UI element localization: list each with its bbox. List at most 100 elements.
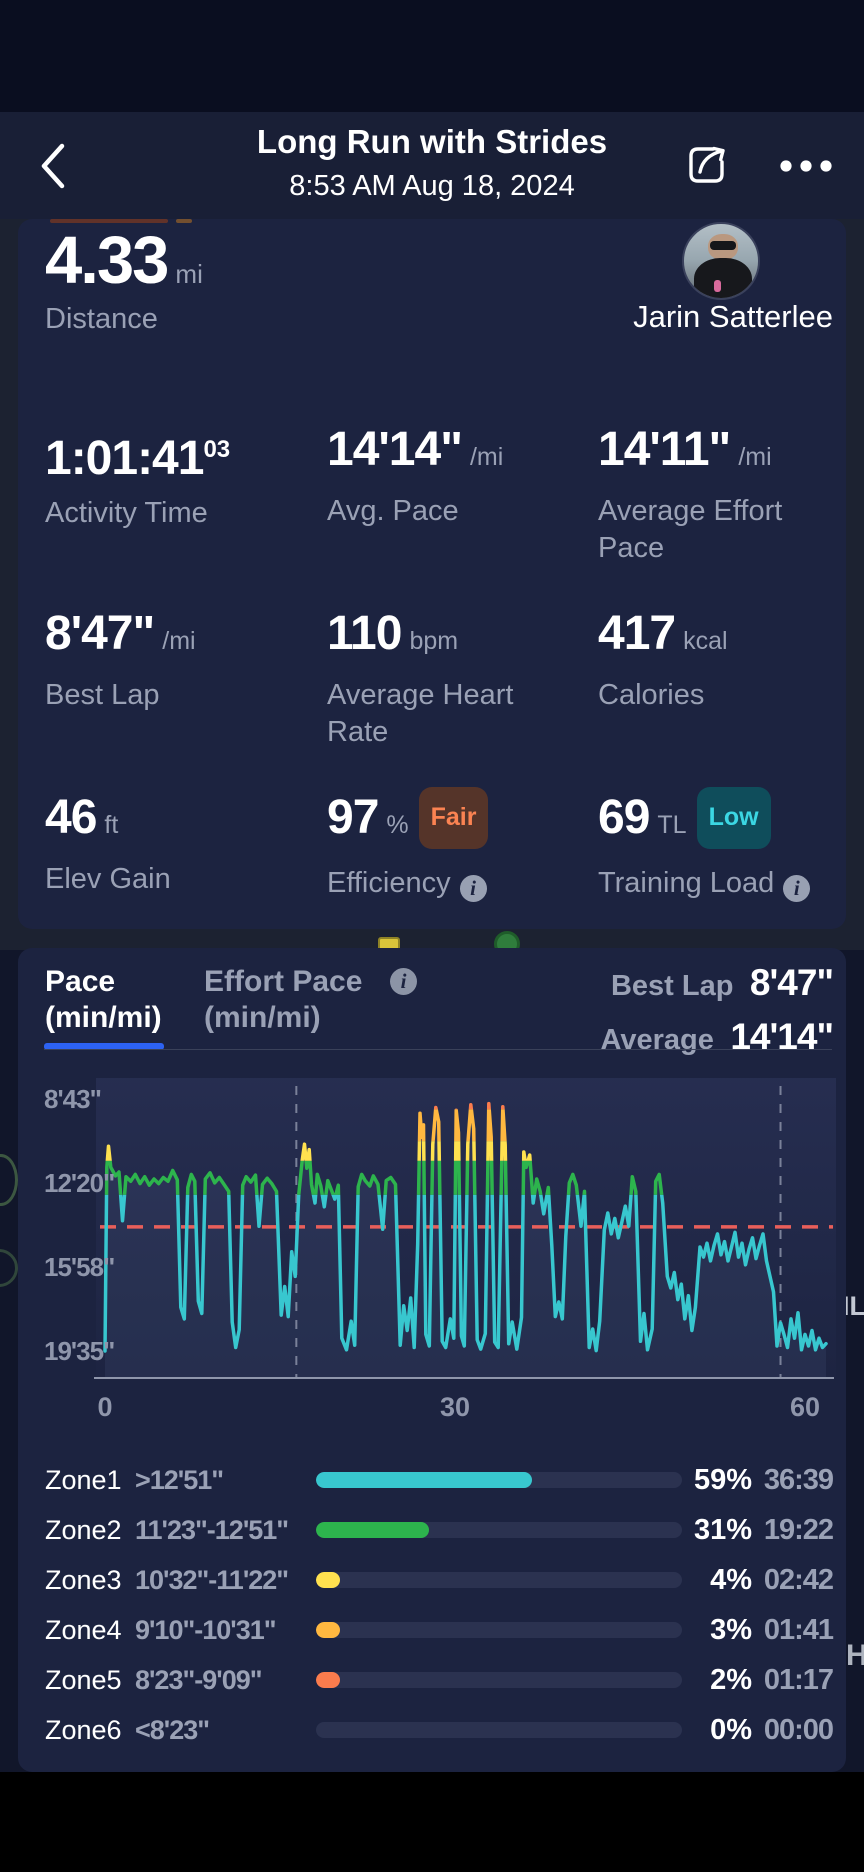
stat-average-effort-pace: 14'11"/mi Average Effort Pace	[598, 422, 833, 606]
effort-pace-info-icon[interactable]: i	[390, 968, 417, 995]
zone-percent: 2%	[710, 1663, 752, 1696]
stat-label: Avg. Pace	[327, 495, 459, 527]
stat-training-load: 69 TL Low Training Load i	[598, 787, 833, 974]
zone-pace-range: 11'23"-12'51"	[135, 1514, 289, 1545]
avatar-sunglasses	[710, 241, 736, 250]
tab-pace-label: Pace	[45, 965, 116, 998]
zone-row-zone5: Zone5 8'23"-9'09" 2% 01:17	[45, 1655, 834, 1705]
stat-label: Training Load	[598, 867, 775, 899]
more-menu-icon[interactable]	[778, 156, 834, 176]
map-road-decoration	[0, 1249, 18, 1287]
stat-label: Elev Gain	[45, 863, 171, 895]
zone-percent: 59%	[693, 1463, 752, 1496]
avatar-shirt	[694, 258, 752, 298]
tab-pace[interactable]: Pace (min/mi)	[45, 964, 162, 1036]
stat-unit: kcal	[683, 627, 728, 655]
svg-text:60: 60	[790, 1392, 820, 1422]
stat-unit: TL	[657, 811, 687, 839]
zone-percent: 3%	[710, 1613, 752, 1646]
zone-name: Zone5	[45, 1664, 122, 1695]
distance-value: 4.33	[45, 223, 169, 298]
stat-unit: bpm	[409, 627, 459, 655]
pace-zone-list: Zone1 >12'51" 59% 36:39 Zone2 11'23"-12'51" 31…	[45, 1455, 834, 1755]
map-label-fragment: H	[846, 1639, 864, 1672]
zone-name: Zone1	[45, 1464, 122, 1495]
zone-pace-range: <8'23"	[135, 1714, 210, 1745]
zone-pace-range: 9'10"-10'31"	[135, 1614, 277, 1645]
zone-percent: 0%	[710, 1713, 752, 1746]
best-lap-label: Best Lap	[610, 970, 734, 1002]
tab-effort-pace-label: Effort Pace	[204, 965, 363, 998]
zone-time: 19:22	[763, 1513, 834, 1546]
average-pace-value: 14'14"	[730, 1016, 834, 1057]
zone-name: Zone6	[45, 1714, 122, 1745]
back-button[interactable]	[36, 142, 70, 190]
avatar[interactable]	[682, 222, 760, 300]
pace-chart[interactable]: 8'43" 12'20" 15'58" 19'35" 0 30 60	[30, 1078, 840, 1423]
info-icon[interactable]: i	[459, 875, 487, 902]
zone-percent: 31%	[693, 1513, 752, 1546]
stat-activity-time: 1:01:4103 Activity Time	[45, 422, 327, 606]
bottom-letterbox	[0, 1772, 864, 1872]
page-title: Long Run with Strides	[256, 123, 608, 160]
zone-row-zone6: Zone6 <8'23" 0% 00:00	[45, 1705, 834, 1755]
stat-label: Average Effort Pace	[598, 495, 783, 564]
map-road-decoration	[0, 1154, 18, 1206]
athlete-name: Jarin Satterlee	[633, 299, 833, 334]
stat-average-heart-rate: 110 bpm Average Heart Rate	[327, 606, 598, 790]
svg-text:19'35": 19'35"	[44, 1336, 114, 1366]
active-tab-indicator	[44, 1043, 164, 1050]
zone-pace-range: >12'51"	[135, 1464, 224, 1495]
stat-unit: %	[386, 811, 409, 839]
clipped-map-text	[50, 219, 168, 223]
distance-label: Distance	[45, 303, 158, 335]
stat-unit: ft	[104, 811, 119, 839]
stat-unit: /mi	[738, 443, 772, 471]
zone-row-zone3: Zone3 10'32"-11'22" 4% 02:42	[45, 1555, 834, 1605]
stat-value: 14'14"	[327, 423, 463, 476]
zone-pace-range: 8'23"-9'09"	[135, 1664, 263, 1695]
zone-bar	[316, 1622, 682, 1638]
zone-bar	[316, 1572, 682, 1588]
zone-row-zone4: Zone4 9'10"-10'31" 3% 01:41	[45, 1605, 834, 1655]
tab-effort-pace[interactable]: Effort Pace (min/mi)	[204, 964, 362, 1036]
stat-label: Efficiency	[327, 867, 451, 899]
stat-value: 69	[598, 791, 650, 844]
zone-time: 01:17	[763, 1663, 834, 1696]
zone-pace-range: 10'32"-11'22"	[135, 1564, 289, 1595]
share-icon[interactable]	[684, 140, 732, 190]
zone-bar	[316, 1722, 682, 1738]
svg-text:8'43": 8'43"	[44, 1084, 101, 1114]
svg-text:15'58": 15'58"	[44, 1252, 114, 1282]
zone-name: Zone4	[45, 1614, 122, 1645]
clipped-map-text	[176, 219, 192, 223]
stat-value: 8'47"	[45, 607, 155, 660]
page-subtitle: 8:53 AM Aug 18, 2024	[289, 170, 575, 202]
stats-grid: 1:01:4103 Activity Time 14'14"/mi Avg. Pace…	[45, 422, 833, 974]
pace-card: Pace (min/mi) Effort Pace (min/mi) i Bes…	[18, 948, 846, 1772]
tab-pace-unit: (min/mi)	[45, 1001, 162, 1034]
header: Long Run with Strides 8:53 AM Aug 18, 20…	[0, 112, 864, 219]
svg-text:0: 0	[97, 1392, 112, 1422]
stat-elev-gain: 46 ft Elev Gain	[45, 790, 327, 974]
stat-best-lap: 8'47"/mi Best Lap	[45, 606, 327, 790]
zone-bar-fill	[316, 1522, 430, 1538]
stat-label: Calories	[598, 679, 705, 711]
best-lap-value: 8'47"	[749, 962, 834, 1003]
stat-value: 14'11"	[598, 423, 731, 476]
svg-text:30: 30	[440, 1392, 470, 1422]
zone-time: 36:39	[763, 1463, 834, 1496]
zone-name: Zone2	[45, 1514, 122, 1545]
zone-percent: 4%	[710, 1563, 752, 1596]
zone-time: 01:41	[763, 1613, 834, 1646]
svg-text:12'20": 12'20"	[44, 1168, 114, 1198]
average-pace-label: Average	[600, 1024, 714, 1056]
info-icon[interactable]: i	[783, 875, 811, 902]
zone-bar-fill	[316, 1572, 340, 1588]
zone-bar-fill	[316, 1472, 532, 1488]
stat-value: 417	[598, 607, 676, 660]
stat-label: Activity Time	[45, 497, 208, 529]
stat-value: 1:01:41	[45, 432, 204, 485]
stat-unit: /mi	[469, 443, 504, 471]
zone-bar-fill	[316, 1622, 340, 1638]
